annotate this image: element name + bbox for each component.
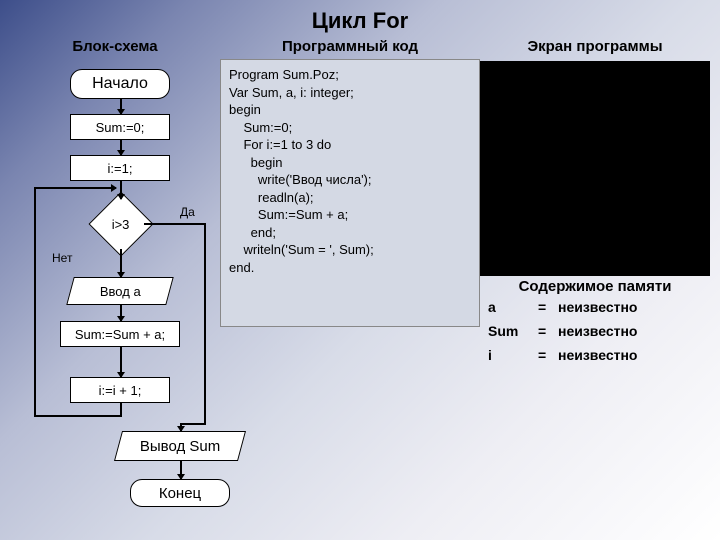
arrow (180, 461, 182, 479)
node-end: Конец (130, 479, 230, 507)
memory-title: Содержимое памяти (480, 278, 710, 295)
memory-row: a = неизвестно (480, 295, 710, 319)
program-screen (480, 61, 710, 276)
mem-value: неизвестно (558, 347, 637, 363)
flowchart-column: Начало Sum:=0; i:=1; i>3 Да Нет Ввод a S… (10, 59, 220, 524)
mem-name: a (488, 299, 538, 315)
arrow (144, 223, 206, 225)
memory-row: Sum = неизвестно (480, 319, 710, 343)
mem-name: Sum (488, 323, 538, 339)
content-row: Начало Sum:=0; i:=1; i>3 Да Нет Ввод a S… (0, 59, 720, 524)
arrow (34, 187, 36, 417)
arrow (120, 305, 122, 321)
arrow (120, 181, 122, 199)
arrow (120, 140, 122, 155)
node-start: Начало (70, 69, 170, 99)
label-no: Нет (52, 251, 72, 265)
arrow (120, 347, 122, 377)
col-code-header: Программный код (220, 34, 480, 59)
mem-eq: = (538, 347, 558, 363)
column-headers: Блок-схема Программный код Экран програм… (0, 34, 720, 59)
mem-value: неизвестно (558, 323, 637, 339)
page-title: Цикл For (0, 0, 720, 34)
memory-row: i = неизвестно (480, 343, 710, 367)
arrow (120, 249, 122, 277)
label-yes: Да (180, 205, 195, 219)
code-listing: Program Sum.Poz; Var Sum, a, i: integer;… (220, 59, 480, 327)
code-column: Program Sum.Poz; Var Sum, a, i: integer;… (220, 59, 480, 524)
col-screen-header: Экран программы (480, 34, 710, 59)
node-sum0: Sum:=0; (70, 114, 170, 140)
mem-value: неизвестно (558, 299, 637, 315)
node-sumadd: Sum:=Sum + a; (60, 321, 180, 347)
mem-name: i (488, 347, 538, 363)
node-i1: i:=1; (70, 155, 170, 181)
arrow (204, 223, 206, 423)
screen-column: Содержимое памяти a = неизвестно Sum = н… (480, 59, 710, 524)
node-iinc: i:=i + 1; (70, 377, 170, 403)
mem-eq: = (538, 299, 558, 315)
flowchart: Начало Sum:=0; i:=1; i>3 Да Нет Ввод a S… (10, 59, 220, 524)
mem-eq: = (538, 323, 558, 339)
node-output: Вывод Sum (114, 431, 246, 461)
arrow (180, 423, 206, 425)
col-flow-header: Блок-схема (10, 34, 220, 59)
arrow (34, 415, 122, 417)
node-input: Ввод a (66, 277, 174, 305)
arrow (34, 187, 116, 189)
arrow (120, 99, 122, 114)
